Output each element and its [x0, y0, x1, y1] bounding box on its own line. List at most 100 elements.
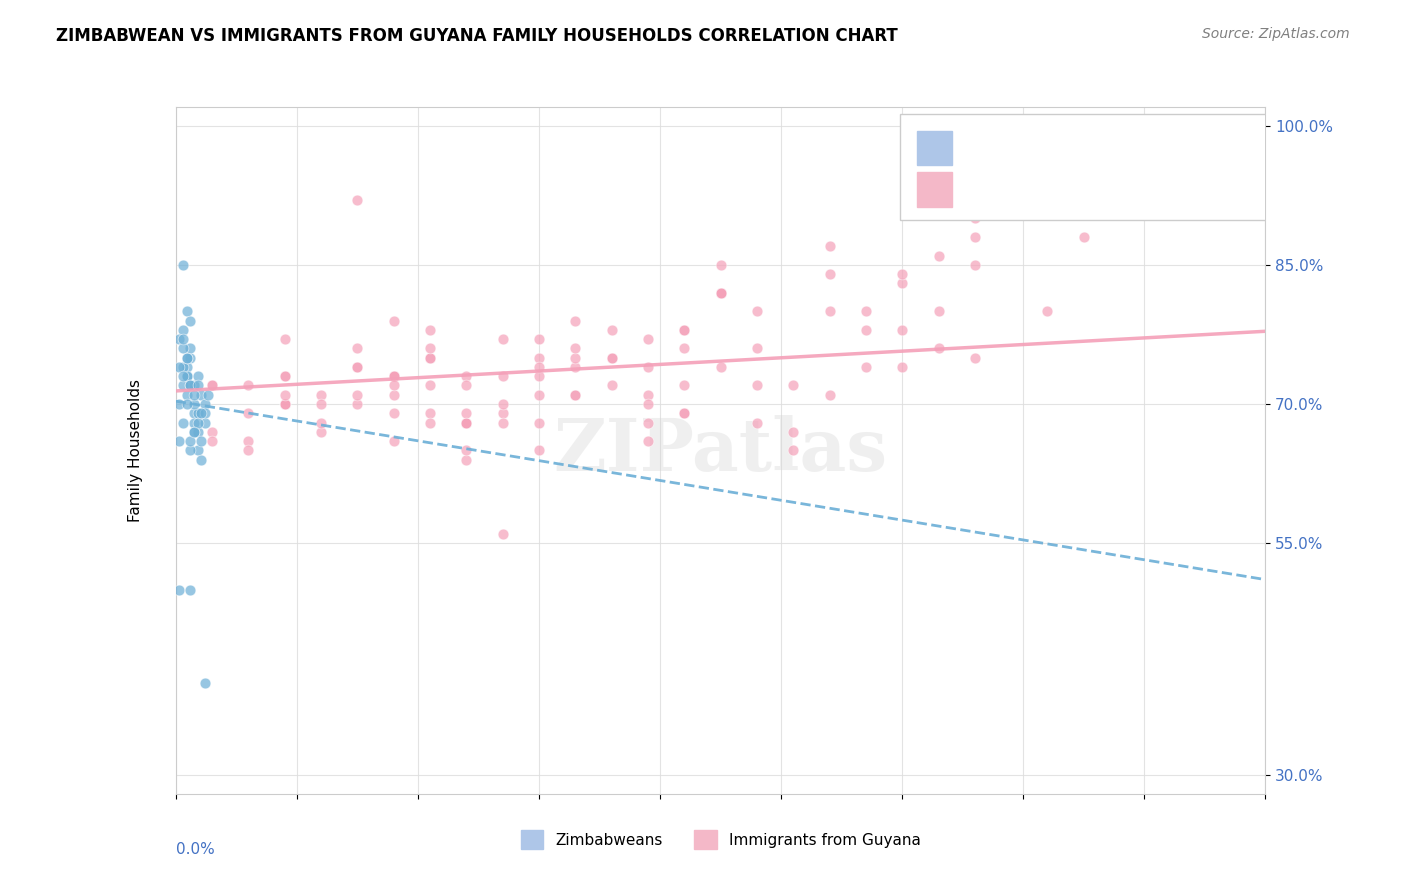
- Point: [637, 416, 659, 430]
- Point: [382, 434, 405, 449]
- Point: [176, 369, 198, 384]
- Point: [179, 313, 201, 327]
- Point: [745, 304, 768, 318]
- Point: [564, 351, 586, 365]
- Point: [928, 248, 950, 262]
- Point: [963, 211, 986, 226]
- Point: [274, 397, 297, 411]
- Point: [782, 443, 804, 458]
- Point: [782, 378, 804, 392]
- Point: [172, 258, 194, 272]
- Point: [891, 277, 914, 291]
- Point: [855, 359, 877, 374]
- Point: [855, 304, 877, 318]
- Point: [309, 416, 332, 430]
- Point: [456, 378, 478, 392]
- Point: [600, 378, 623, 392]
- Point: [456, 416, 478, 430]
- Point: [197, 388, 219, 402]
- Point: [963, 258, 986, 272]
- Point: [382, 406, 405, 420]
- Point: [710, 285, 733, 300]
- Point: [673, 378, 696, 392]
- Point: [179, 443, 201, 458]
- Point: [963, 351, 986, 365]
- Point: [186, 369, 209, 384]
- Point: [637, 388, 659, 402]
- Point: [818, 388, 841, 402]
- Text: ZIPatlas: ZIPatlas: [554, 415, 887, 486]
- Point: [1073, 230, 1095, 244]
- Point: [891, 267, 914, 281]
- Point: [492, 397, 515, 411]
- Point: [179, 351, 201, 365]
- Point: [274, 397, 297, 411]
- Point: [183, 388, 205, 402]
- Point: [309, 388, 332, 402]
- Point: [172, 369, 194, 384]
- Point: [179, 582, 201, 597]
- Point: [382, 313, 405, 327]
- Point: [172, 342, 194, 356]
- Point: [818, 267, 841, 281]
- Point: [564, 342, 586, 356]
- Point: [382, 378, 405, 392]
- Point: [382, 388, 405, 402]
- Point: [274, 369, 297, 384]
- Point: [190, 434, 212, 449]
- Point: [183, 397, 205, 411]
- Point: [309, 397, 332, 411]
- Point: [186, 443, 209, 458]
- Point: [346, 388, 368, 402]
- Point: [238, 443, 260, 458]
- Text: R =  0.213   N = 115: R = 0.213 N = 115: [960, 183, 1160, 201]
- Point: [456, 452, 478, 467]
- Point: [745, 378, 768, 392]
- Point: [1036, 304, 1059, 318]
- Point: [194, 397, 217, 411]
- Point: [382, 369, 405, 384]
- Point: [818, 304, 841, 318]
- Point: [169, 332, 191, 346]
- Point: [238, 406, 260, 420]
- Point: [456, 443, 478, 458]
- Point: [527, 369, 550, 384]
- Point: [745, 416, 768, 430]
- Point: [346, 193, 368, 207]
- Point: [419, 351, 441, 365]
- Point: [186, 416, 209, 430]
- Point: [818, 239, 841, 253]
- Point: [782, 425, 804, 439]
- Point: [456, 406, 478, 420]
- Point: [183, 378, 205, 392]
- Point: [194, 406, 217, 420]
- Point: [891, 323, 914, 337]
- Point: [172, 323, 194, 337]
- Point: [855, 323, 877, 337]
- Point: [176, 388, 198, 402]
- Point: [238, 378, 260, 392]
- Point: [673, 406, 696, 420]
- Point: [183, 406, 205, 420]
- Point: [419, 416, 441, 430]
- Point: [274, 388, 297, 402]
- Point: [527, 332, 550, 346]
- Point: [179, 342, 201, 356]
- Point: [186, 406, 209, 420]
- Point: [183, 416, 205, 430]
- Point: [891, 359, 914, 374]
- Point: [419, 323, 441, 337]
- Point: [492, 527, 515, 541]
- Y-axis label: Family Households: Family Households: [128, 379, 143, 522]
- Point: [274, 369, 297, 384]
- Legend: Zimbabweans, Immigrants from Guyana: Zimbabweans, Immigrants from Guyana: [515, 824, 927, 855]
- Point: [527, 359, 550, 374]
- Point: [673, 323, 696, 337]
- Point: [176, 397, 198, 411]
- Point: [456, 416, 478, 430]
- Point: [179, 378, 201, 392]
- Point: [492, 416, 515, 430]
- Bar: [917, 172, 952, 207]
- Point: [527, 351, 550, 365]
- Point: [176, 369, 198, 384]
